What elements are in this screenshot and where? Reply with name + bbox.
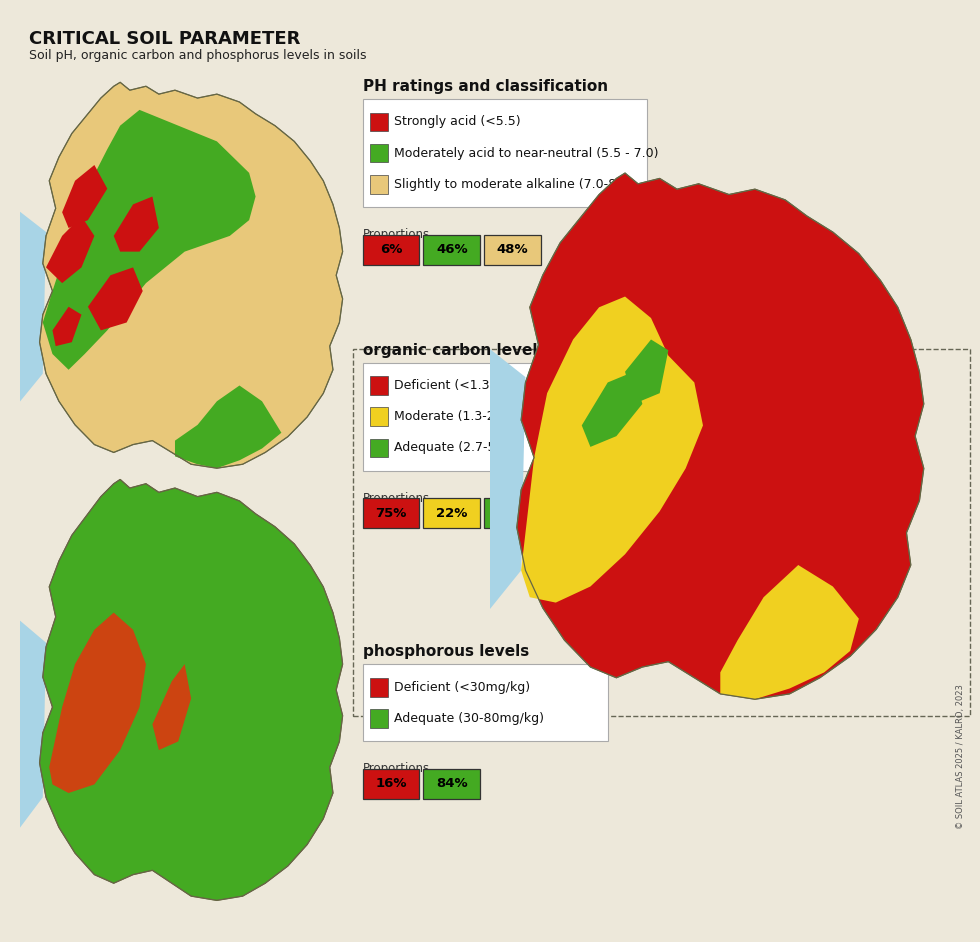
- FancyBboxPatch shape: [363, 363, 627, 471]
- Polygon shape: [516, 173, 924, 699]
- Text: Soil pH, organic carbon and phosphorus levels in soils: Soil pH, organic carbon and phosphorus l…: [29, 49, 367, 62]
- Text: Slightly to moderate alkaline (7.0-8.4): Slightly to moderate alkaline (7.0-8.4): [394, 178, 633, 190]
- Polygon shape: [582, 372, 642, 447]
- Polygon shape: [46, 217, 94, 284]
- Text: 46%: 46%: [436, 243, 467, 256]
- Polygon shape: [478, 339, 525, 625]
- Text: Strongly acid (<5.5): Strongly acid (<5.5): [394, 116, 520, 128]
- Polygon shape: [521, 297, 703, 603]
- Text: Proportions: Proportions: [363, 492, 429, 505]
- Text: 84%: 84%: [436, 777, 467, 790]
- Polygon shape: [175, 385, 281, 468]
- Text: Deficient (<30mg/kg): Deficient (<30mg/kg): [394, 681, 530, 693]
- Bar: [353, 349, 970, 716]
- Polygon shape: [11, 204, 46, 413]
- Polygon shape: [153, 664, 191, 750]
- Text: phosphorous levels: phosphorous levels: [363, 644, 529, 659]
- FancyBboxPatch shape: [423, 498, 480, 528]
- FancyBboxPatch shape: [363, 498, 419, 528]
- FancyBboxPatch shape: [370, 708, 388, 727]
- FancyBboxPatch shape: [370, 376, 388, 396]
- Polygon shape: [114, 197, 159, 252]
- Polygon shape: [43, 110, 256, 370]
- FancyBboxPatch shape: [363, 664, 608, 741]
- Polygon shape: [39, 82, 343, 468]
- Text: Adequate (30-80mg/kg): Adequate (30-80mg/kg): [394, 712, 544, 724]
- Polygon shape: [11, 612, 46, 840]
- Polygon shape: [49, 612, 146, 793]
- FancyBboxPatch shape: [484, 498, 541, 528]
- Text: 3%: 3%: [502, 507, 523, 520]
- FancyBboxPatch shape: [363, 235, 419, 265]
- FancyBboxPatch shape: [370, 407, 388, 426]
- Polygon shape: [39, 479, 343, 901]
- Polygon shape: [88, 268, 143, 331]
- FancyBboxPatch shape: [370, 112, 388, 131]
- FancyBboxPatch shape: [370, 678, 388, 697]
- Text: Adequate (2.7-5.3%): Adequate (2.7-5.3%): [394, 442, 524, 454]
- Text: 22%: 22%: [436, 507, 467, 520]
- Text: organic carbon levels: organic carbon levels: [363, 343, 546, 358]
- Polygon shape: [53, 307, 81, 346]
- Text: 6%: 6%: [380, 243, 402, 256]
- FancyBboxPatch shape: [370, 175, 388, 194]
- FancyBboxPatch shape: [363, 99, 647, 207]
- Text: Moderate (1.3-2.7%): Moderate (1.3-2.7%): [394, 411, 523, 423]
- Text: 75%: 75%: [375, 507, 407, 520]
- Polygon shape: [720, 565, 858, 699]
- Text: © SOIL ATLAS 2025 / KALRO, 2023: © SOIL ATLAS 2025 / KALRO, 2023: [956, 684, 965, 829]
- Text: Moderately acid to near-neutral (5.5 - 7.0): Moderately acid to near-neutral (5.5 - 7…: [394, 147, 659, 159]
- Text: Deficient (<1.3%): Deficient (<1.3%): [394, 380, 507, 392]
- Text: PH ratings and classification: PH ratings and classification: [363, 79, 608, 94]
- FancyBboxPatch shape: [484, 235, 541, 265]
- Text: CRITICAL SOIL PARAMETER: CRITICAL SOIL PARAMETER: [29, 30, 301, 48]
- FancyBboxPatch shape: [423, 235, 480, 265]
- Text: Proportions: Proportions: [363, 228, 429, 241]
- FancyBboxPatch shape: [370, 143, 388, 162]
- Polygon shape: [625, 339, 668, 404]
- FancyBboxPatch shape: [423, 769, 480, 799]
- FancyBboxPatch shape: [370, 439, 388, 458]
- FancyBboxPatch shape: [363, 769, 419, 799]
- Text: 16%: 16%: [375, 777, 407, 790]
- Text: Proportions: Proportions: [363, 762, 429, 775]
- Text: 48%: 48%: [497, 243, 528, 256]
- Polygon shape: [62, 165, 107, 228]
